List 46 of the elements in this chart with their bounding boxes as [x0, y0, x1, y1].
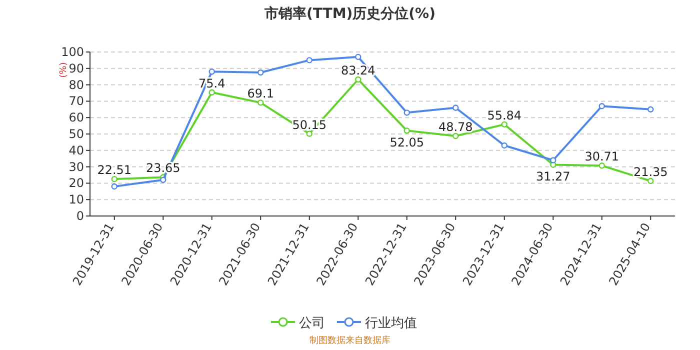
point — [404, 128, 410, 134]
point — [501, 121, 508, 128]
y-tick-label: 100 — [61, 45, 84, 59]
legend-label: 行业均值 — [365, 316, 417, 331]
point — [306, 130, 312, 137]
data-label: 31.27 — [536, 170, 570, 184]
point — [452, 132, 459, 140]
y-tick-label: 10 — [68, 192, 84, 207]
legend-label: 公司 — [299, 316, 325, 331]
data-label: 30.71 — [584, 150, 620, 164]
text: 制图数据来自数据库 — [310, 335, 390, 346]
y-tick-label: 40 — [68, 143, 84, 158]
data-label: 21.35 — [633, 164, 668, 179]
point — [550, 157, 556, 164]
point — [648, 106, 654, 112]
y-axis-title: (%) — [59, 62, 69, 78]
point — [160, 176, 166, 184]
point — [258, 100, 264, 106]
point — [598, 162, 605, 169]
point — [111, 176, 118, 182]
point — [355, 76, 362, 83]
point — [208, 89, 215, 96]
point — [208, 68, 215, 75]
y-tick-label: 30 — [68, 160, 84, 174]
point — [306, 57, 312, 64]
y-tick-label: 0 — [76, 209, 84, 223]
point — [355, 54, 362, 60]
y-tick-label: 80 — [68, 78, 84, 92]
chart-title: 市销率(TTM)历史分位(%) — [264, 5, 436, 22]
point — [404, 110, 410, 116]
y-tick-label: 60 — [68, 110, 84, 125]
y-tick-label: 70 — [68, 94, 84, 108]
data-label: 55.84 — [487, 108, 522, 122]
point — [501, 142, 508, 149]
data-label: 22.51 — [97, 163, 132, 178]
point — [648, 178, 654, 184]
point — [258, 69, 264, 76]
point — [598, 103, 605, 110]
point — [111, 183, 118, 190]
y-tick-label: 90 — [68, 61, 84, 76]
data-label: 69.1 — [247, 86, 274, 101]
y-tick-label: 20 — [68, 176, 84, 190]
data-label: 52.05 — [390, 136, 424, 150]
point — [452, 104, 459, 111]
y-tick-label: 50 — [68, 127, 84, 141]
data-label: 48.78 — [438, 120, 473, 134]
